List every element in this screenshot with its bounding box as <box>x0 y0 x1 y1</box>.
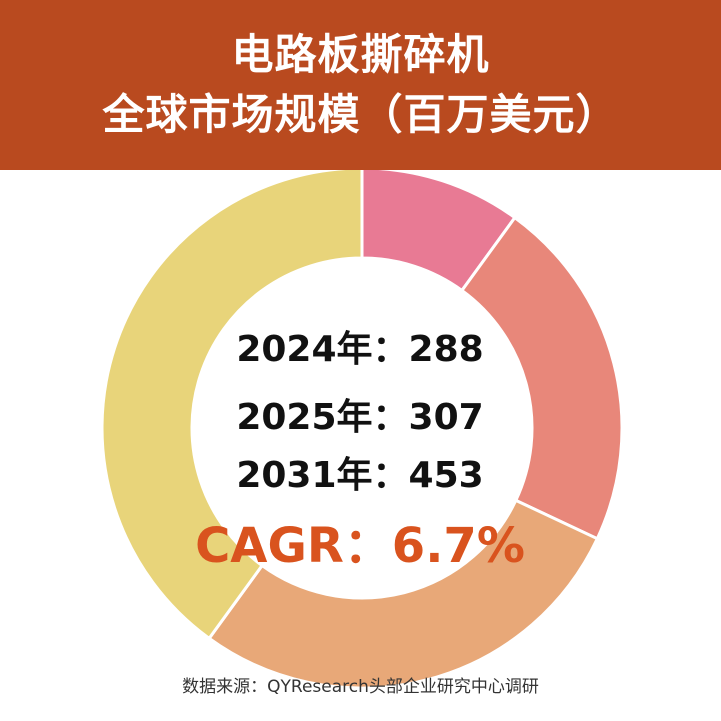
chart-title-line-2: 全球市场规模（百万美元） <box>102 90 619 139</box>
donut-slice-3 <box>207 498 600 690</box>
chart-title-line-1: 电路板撕碎机 <box>231 30 490 79</box>
data-source-note: 数据来源：QYResearch头部企业研究中心调研 <box>182 677 539 697</box>
chart-area: 2024年：288 2025年：307 2031年：453 CAGR：6.7% … <box>0 170 721 721</box>
value-2025-label: 2025年：307 <box>236 397 484 438</box>
cagr-label: CAGR：6.7% <box>195 518 525 574</box>
value-2031-label: 2031年：453 <box>236 455 484 496</box>
donut-chart <box>100 170 624 690</box>
value-2024-label: 2024年：288 <box>236 329 484 370</box>
donut-slice-2 <box>459 215 624 541</box>
donut-slice-4 <box>100 170 364 641</box>
title-banner: 电路板撕碎机 全球市场规模（百万美元） <box>0 0 721 170</box>
